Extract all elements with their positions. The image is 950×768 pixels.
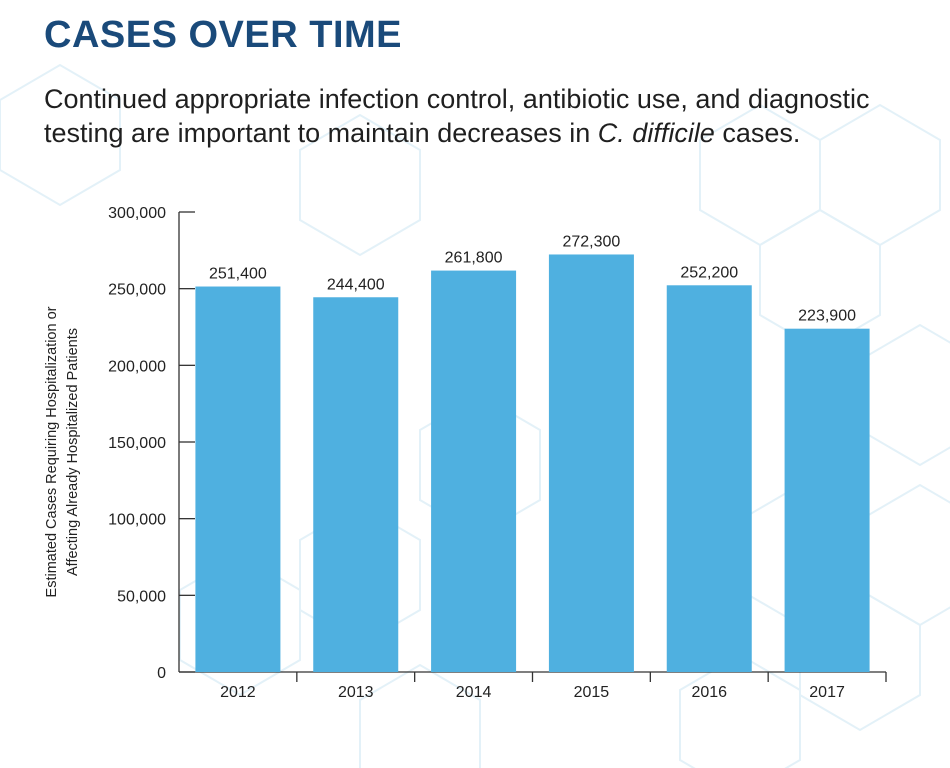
y-tick-label: 50,000 xyxy=(117,588,166,605)
y-tick-label: 200,000 xyxy=(108,358,166,375)
x-tick-label: 2013 xyxy=(338,684,374,701)
y-axis-title: Estimated Cases Requiring Hospitalizatio… xyxy=(44,306,81,597)
x-tick-label: 2016 xyxy=(691,684,727,701)
y-axis-title-line: Estimated Cases Requiring Hospitalizatio… xyxy=(44,306,60,597)
bar-2017 xyxy=(784,328,870,672)
page-subtitle: Continued appropriate infection control,… xyxy=(44,82,924,150)
y-tick-label: 250,000 xyxy=(108,282,166,299)
subtitle-italic-species: C. difficile xyxy=(597,118,715,148)
x-tick-label: 2014 xyxy=(456,684,492,701)
page-title: CASES OVER TIME xyxy=(44,14,402,56)
data-label: 251,400 xyxy=(209,266,267,283)
data-label: 223,900 xyxy=(798,308,856,325)
data-label: 252,200 xyxy=(680,264,738,281)
bar-2015 xyxy=(548,254,634,672)
bar-2014 xyxy=(431,270,517,672)
y-tick-label: 300,000 xyxy=(108,205,166,222)
y-tick-label: 150,000 xyxy=(108,435,166,452)
subtitle-text-2: cases. xyxy=(714,118,801,148)
subtitle-text-1: Continued appropriate infection control,… xyxy=(44,84,870,148)
data-label: 244,400 xyxy=(327,276,385,293)
x-tick-label: 2012 xyxy=(220,684,256,701)
y-tick-label: 100,000 xyxy=(108,512,166,529)
data-label: 261,800 xyxy=(445,250,503,267)
y-tick-label: 0 xyxy=(157,665,166,682)
x-tick-label: 2017 xyxy=(809,684,845,701)
x-tick-label: 2015 xyxy=(574,684,610,701)
data-label: 272,300 xyxy=(562,233,620,250)
bar-2013 xyxy=(313,297,399,672)
y-axis-title-line: Affecting Already Hospitalized Patients xyxy=(65,328,81,576)
bar-2012 xyxy=(195,286,281,672)
bar-2016 xyxy=(666,285,752,672)
